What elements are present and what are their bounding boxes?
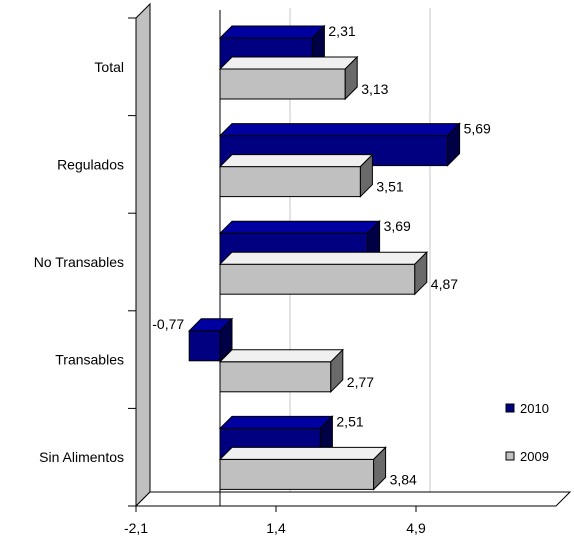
data-label-2010-sin-alimentos: 2,51 bbox=[336, 413, 363, 429]
bar-front-2009-sin-alimentos bbox=[219, 458, 375, 490]
bar-front-2010-transables bbox=[188, 330, 221, 362]
data-label-2009-sin-alimentos: 3,84 bbox=[390, 471, 417, 487]
bar-top-2009-sin-alimentos bbox=[218, 446, 387, 460]
bar-2009-transables bbox=[218, 348, 345, 394]
bar-top-2009-no-transables bbox=[218, 251, 429, 265]
data-label-2010-regulados: 5,69 bbox=[464, 121, 491, 137]
bar-2009-no-transables bbox=[218, 250, 429, 296]
category-label-sin-alimentos: Sin Alimentos bbox=[39, 449, 124, 465]
bar-top-2010-no-transables bbox=[218, 220, 381, 234]
bar-top-2010-total bbox=[218, 25, 326, 39]
bar-side-2010-transables bbox=[219, 317, 233, 363]
x-tick-label-2-1: -2,1 bbox=[124, 520, 148, 536]
bar-side-2009-sin-alimentos bbox=[373, 446, 387, 491]
category-label-transables: Transables bbox=[55, 352, 124, 368]
data-label-2009-transables: 2,77 bbox=[347, 374, 374, 390]
legend-swatch-2009 bbox=[505, 451, 515, 461]
bar-front-2009-transables bbox=[219, 361, 332, 393]
category-label-no-transables: No Transables bbox=[34, 254, 124, 270]
bar-side-2009-transables bbox=[330, 348, 344, 394]
bar-front-2009-regulados bbox=[219, 166, 361, 198]
category-label-regulados: Regulados bbox=[57, 156, 124, 172]
data-label-2009-no-transables: 4,87 bbox=[431, 276, 458, 292]
bar-top-2010-regulados bbox=[218, 123, 461, 137]
bar-top-2009-regulados bbox=[218, 154, 374, 168]
bar-top-2009-total bbox=[218, 56, 359, 70]
bar-2010-transables bbox=[187, 317, 234, 363]
bar-front-2009-total bbox=[219, 68, 346, 100]
axes: -2,1 1,4 4,9 Total Regulados No Transables Tra… bbox=[34, 2, 572, 536]
data-label-2009-total: 3,13 bbox=[361, 81, 388, 97]
legend-label-2009: 2009 bbox=[520, 449, 549, 464]
bar-top-2010-sin-alimentos bbox=[218, 415, 334, 429]
category-label-total: Total bbox=[94, 59, 124, 75]
bar-side-2010-regulados bbox=[447, 122, 461, 167]
bar-front-2009-no-transables bbox=[219, 263, 416, 295]
legend: 2010 2009 bbox=[505, 401, 549, 464]
data-label-2010-total: 2,31 bbox=[328, 23, 355, 39]
bar-2009-regulados bbox=[218, 153, 374, 198]
data-labels: 2,31 3,13 5,69 3,51 3,69 4,87 -0,77 2,77 2,51 3,8… bbox=[152, 23, 491, 487]
x-tick-label-4-9: 4,9 bbox=[406, 520, 426, 536]
bar-side-2009-no-transables bbox=[414, 250, 428, 296]
side-wall bbox=[135, 2, 151, 508]
bar-side-2009-regulados bbox=[359, 153, 373, 198]
data-label-2010-transables: -0,77 bbox=[152, 316, 184, 332]
legend-label-2010: 2010 bbox=[520, 401, 549, 416]
floor bbox=[134, 491, 572, 507]
data-label-2009-regulados: 3,51 bbox=[376, 179, 403, 195]
x-tick-label-1-4: 1,4 bbox=[266, 520, 286, 536]
bar-2009-sin-alimentos bbox=[218, 446, 387, 491]
bar-side-2009-total bbox=[344, 55, 358, 101]
bar-2009-total bbox=[218, 55, 359, 101]
bars bbox=[187, 24, 461, 491]
bar-top-2009-transables bbox=[218, 349, 345, 363]
legend-swatch-2010 bbox=[505, 403, 515, 413]
data-label-2010-no-transables: 3,69 bbox=[384, 218, 411, 234]
